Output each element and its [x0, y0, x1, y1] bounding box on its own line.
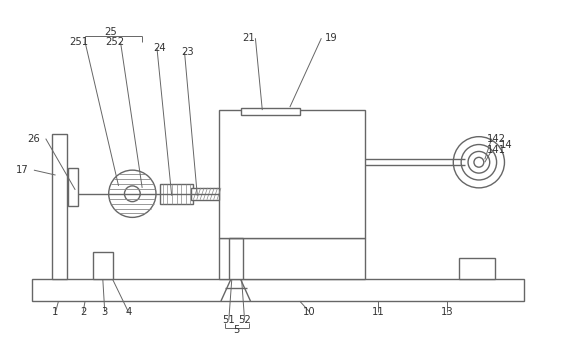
Text: 10: 10: [303, 307, 316, 317]
Bar: [160, 184, 193, 204]
Circle shape: [108, 170, 156, 217]
Text: 1: 1: [52, 307, 59, 317]
Text: 25: 25: [105, 27, 117, 37]
Text: 5: 5: [233, 325, 240, 335]
Text: 13: 13: [441, 307, 454, 317]
Bar: [219, 238, 365, 279]
Bar: [219, 110, 365, 238]
Text: 51: 51: [223, 315, 235, 325]
Text: 4: 4: [125, 307, 132, 317]
Text: 17: 17: [16, 165, 29, 175]
Bar: [52, 134, 67, 279]
Text: 141: 141: [487, 145, 506, 155]
Bar: [192, 188, 219, 200]
Bar: [241, 108, 300, 115]
Text: 26: 26: [28, 134, 40, 144]
Text: 52: 52: [238, 315, 251, 325]
Bar: [93, 252, 112, 279]
Text: 3: 3: [102, 307, 108, 317]
Text: 19: 19: [325, 33, 338, 43]
Bar: [459, 258, 495, 279]
Text: 24: 24: [153, 43, 166, 53]
Text: 14: 14: [500, 140, 513, 150]
Text: 252: 252: [105, 37, 124, 47]
Bar: [32, 279, 524, 301]
Circle shape: [124, 186, 140, 202]
Text: 251: 251: [70, 37, 89, 47]
Text: 11: 11: [372, 307, 385, 317]
Text: 142: 142: [487, 134, 506, 144]
Bar: [69, 168, 78, 205]
Text: 21: 21: [242, 33, 255, 43]
Text: 23: 23: [181, 47, 194, 57]
Text: 2: 2: [80, 307, 87, 317]
